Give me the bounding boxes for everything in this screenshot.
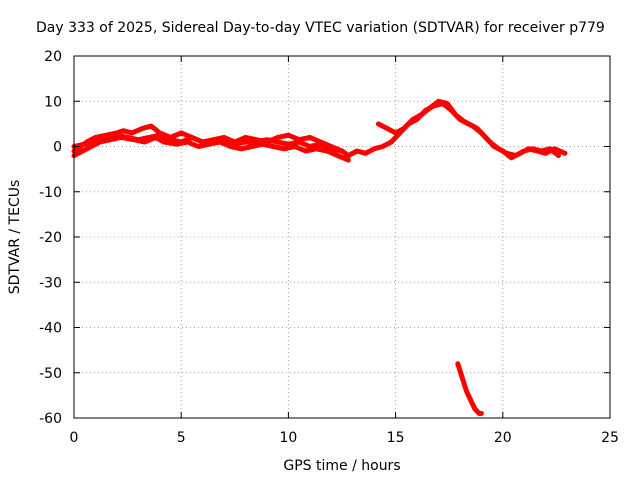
axis-ticks [73, 55, 611, 419]
y-tick-label: -50 [39, 366, 62, 382]
x-tick-label: 15 [387, 430, 405, 446]
x-tick-label: 25 [601, 430, 619, 446]
x-tick-label: 0 [70, 430, 79, 446]
series-line-band-e [375, 98, 561, 159]
x-tick-labels: 0 5 10 15 20 25 [70, 430, 619, 446]
y-tick-labels: -60 -50 -40 -30 -20 -10 0 10 20 [39, 49, 62, 427]
y-tick-label: -10 [39, 185, 62, 201]
x-tick-label: 20 [494, 430, 512, 446]
y-tick-label: -60 [39, 411, 62, 427]
y-tick-label: -20 [39, 230, 62, 246]
x-axis-label: GPS time / hours [283, 458, 400, 474]
chart-title: Day 333 of 2025, Sidereal Day-to-day VTE… [36, 20, 605, 36]
series-line-band-c [71, 132, 345, 154]
series-line-segment [455, 361, 484, 416]
y-tick-label: -40 [39, 321, 62, 337]
y-tick-label: 0 [53, 140, 62, 156]
grid-lines [74, 56, 610, 418]
y-tick-label: 20 [44, 49, 62, 65]
series-group [71, 98, 568, 416]
y-tick-label: 10 [44, 94, 62, 110]
x-tick-label: 10 [279, 430, 297, 446]
y-tick-label: -30 [39, 275, 62, 291]
y-axis-label: SDTVAR / TECUs [7, 180, 23, 295]
x-tick-label: 5 [177, 430, 186, 446]
